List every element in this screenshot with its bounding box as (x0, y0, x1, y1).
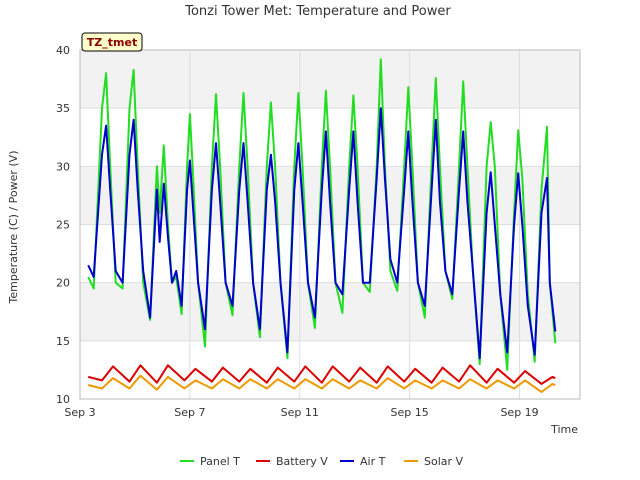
chart-title: Tonzi Tower Met: Temperature and Power (184, 4, 451, 19)
legend-label: Battery V (276, 455, 328, 468)
series-layer (87, 58, 557, 393)
x-tick-label: Sep 3 (64, 406, 95, 419)
legend-label: Panel T (200, 455, 240, 468)
station-badge: TZ_tmet (81, 32, 143, 52)
y-tick-label: 35 (56, 102, 70, 115)
plot-band (80, 50, 580, 109)
legend-label: Solar V (424, 455, 464, 468)
series-line-air-t (87, 107, 557, 360)
y-tick-label: 40 (56, 44, 70, 57)
x-tick-label: Sep 15 (391, 406, 429, 419)
plot-frame (79, 49, 581, 400)
legend-item: Solar V (404, 455, 464, 468)
legend-item: Panel T (180, 455, 240, 468)
series-line-solar-v (87, 374, 556, 393)
station-badge-label: TZ_tmet (87, 36, 137, 49)
x-tick-label: Sep 7 (174, 406, 205, 419)
y-axis-label: Temperature (C) / Power (V) (7, 150, 20, 304)
x-axis-ticks: Sep 3 Sep 7 Sep 11 Sep 15 Sep 19 (64, 406, 538, 419)
series-line-battery-v (87, 364, 556, 385)
x-tick-label: Sep 19 (500, 406, 538, 419)
y-tick-label: 25 (56, 219, 70, 232)
x-tick-label: Sep 11 (281, 406, 319, 419)
plot-band (80, 282, 580, 341)
legend: Panel T Battery V Air T Solar V (180, 455, 464, 468)
x-axis-label: Time (550, 423, 578, 436)
y-axis-ticks: 10 15 20 25 30 35 40 (56, 44, 70, 406)
y-tick-label: 30 (56, 160, 70, 173)
legend-label: Air T (360, 455, 386, 468)
y-tick-label: 10 (56, 393, 70, 406)
legend-item: Battery V (256, 455, 328, 468)
y-tick-label: 15 (56, 335, 70, 348)
y-tick-label: 20 (56, 277, 70, 290)
legend-item: Air T (340, 455, 386, 468)
